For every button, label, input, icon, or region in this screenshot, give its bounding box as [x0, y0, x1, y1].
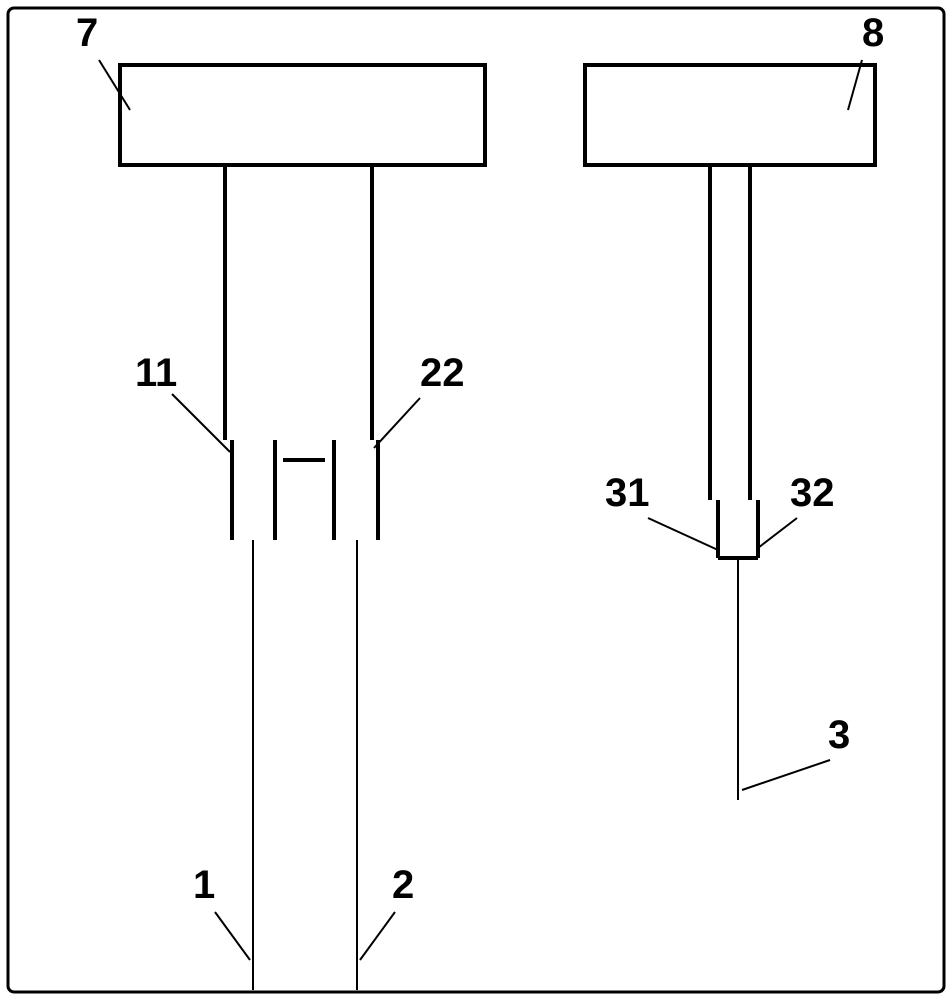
- label-l22: 22: [420, 351, 465, 395]
- diagram: 7 8 11 22 31 32 1 2 3: [0, 0, 952, 1000]
- label-l1: 1: [193, 863, 215, 907]
- label-l3: 3: [828, 713, 850, 757]
- leader-l3: [742, 760, 830, 790]
- leader-l7: [99, 60, 130, 110]
- leader-l1: [215, 912, 250, 960]
- leader-l8: [848, 60, 862, 110]
- leader-l2: [360, 912, 395, 960]
- leader-l32: [758, 518, 797, 548]
- label-l7: 7: [76, 11, 98, 55]
- label-l31: 31: [605, 471, 650, 515]
- label-l11: 11: [135, 351, 177, 395]
- left-head-box: [120, 65, 485, 165]
- leader-l11: [172, 394, 230, 452]
- label-l32: 32: [790, 471, 835, 515]
- leader-l22: [374, 398, 420, 448]
- right-head-box: [585, 65, 875, 165]
- label-l8: 8: [862, 11, 884, 55]
- leader-l31: [648, 518, 718, 550]
- label-l2: 2: [392, 863, 414, 907]
